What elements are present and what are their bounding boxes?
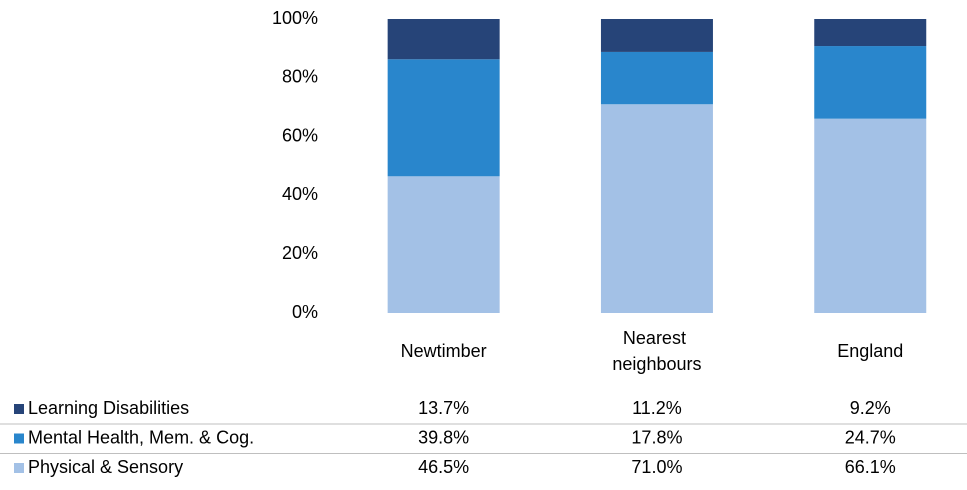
- bar-segment: [600, 104, 713, 313]
- bar-segment: [814, 118, 927, 313]
- x-tick-label: England: [837, 341, 903, 361]
- legend-swatch: [14, 463, 24, 473]
- y-tick-label: 80%: [282, 67, 318, 87]
- table-value: 46.5%: [418, 457, 469, 477]
- x-tick-label: Nearest neighbours: [612, 328, 701, 374]
- bar-segment: [387, 176, 500, 313]
- bar-segment: [387, 19, 500, 60]
- y-tick-label: 0%: [292, 302, 318, 322]
- legend-label: Mental Health, Mem. & Cog.: [28, 427, 254, 447]
- y-tick-label: 100%: [272, 8, 318, 28]
- table-value: 24.7%: [845, 427, 896, 447]
- bar-segment: [600, 19, 713, 52]
- table-value: 11.2%: [632, 398, 682, 418]
- bar-segment: [387, 59, 500, 177]
- legend-swatch: [14, 404, 24, 414]
- bar-segment: [814, 46, 927, 119]
- legend-label: Physical & Sensory: [28, 457, 183, 477]
- table-value: 66.1%: [845, 457, 896, 477]
- y-tick-label: 60%: [282, 125, 318, 145]
- table-value: 17.8%: [631, 427, 682, 447]
- y-tick-label: 20%: [282, 243, 318, 263]
- bar-segment: [814, 19, 927, 47]
- bar-segment: [600, 51, 713, 105]
- table-value: 13.7%: [418, 398, 469, 418]
- legend-label: Learning Disabilities: [28, 398, 189, 418]
- table-value: 71.0%: [631, 457, 682, 477]
- y-tick-label: 40%: [282, 184, 318, 204]
- table-value: 9.2%: [850, 398, 891, 418]
- table-value: 39.8%: [418, 427, 469, 447]
- x-tick-label: Newtimber: [401, 341, 487, 361]
- legend-swatch: [14, 433, 24, 444]
